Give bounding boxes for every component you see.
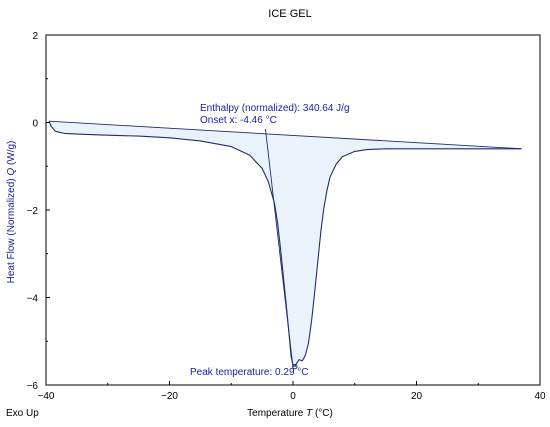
x-tick-label: −20 bbox=[161, 391, 178, 402]
y-tick-label: 0 bbox=[32, 119, 38, 130]
x-tick-label: 0 bbox=[290, 391, 296, 402]
peak-annotation: Peak temperature: 0.29 °C bbox=[190, 367, 309, 378]
x-axis: −40 −20 0 20 40 bbox=[38, 381, 546, 402]
x-tick-label: 20 bbox=[411, 391, 423, 402]
exo-up-label: Exo Up bbox=[6, 408, 39, 419]
chart-title-group: ICE GEL bbox=[268, 8, 311, 20]
y-tick-label: −4 bbox=[27, 294, 39, 305]
y-tick-label: −6 bbox=[27, 381, 39, 392]
y-tick-label: 2 bbox=[32, 31, 38, 42]
y-tick-label: −2 bbox=[27, 206, 39, 217]
onset-annotation: Onset x: -4.46 °C bbox=[200, 115, 277, 126]
x-axis-title: Temperature T (°C) bbox=[247, 408, 333, 419]
peak-point bbox=[292, 363, 298, 370]
x-tick-label: −40 bbox=[38, 391, 55, 402]
enthalpy-annotation: Enthalpy (normalized): 340.64 J/g bbox=[200, 103, 350, 114]
enthalpy-area bbox=[49, 121, 522, 367]
y-axis-title: Heat Flow (Normalized) Q (W/g) bbox=[6, 141, 17, 284]
chart-title: ICE GEL bbox=[268, 8, 311, 20]
baseline-line bbox=[49, 120, 522, 150]
plot-lines bbox=[48, 120, 522, 370]
x-tick-label: 40 bbox=[534, 391, 546, 402]
enthalpy-fill bbox=[49, 121, 522, 367]
